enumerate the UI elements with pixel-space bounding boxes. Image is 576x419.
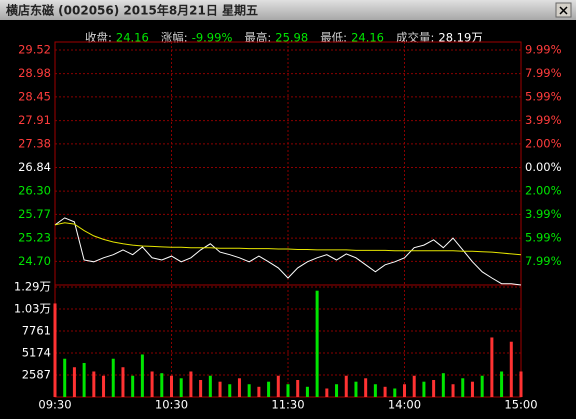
volume-bar: [325, 388, 329, 397]
volume-bar: [383, 386, 387, 397]
volume-bar: [286, 384, 290, 397]
stat-label: 涨幅:: [161, 31, 188, 45]
y-tick-label: 28.45: [18, 89, 51, 103]
stat-value: 25.98: [275, 31, 308, 45]
volume-bar: [267, 381, 271, 397]
price-line: [54, 217, 522, 286]
volume-bar: [53, 303, 57, 397]
volume-bar: [160, 373, 164, 397]
close-icon: [559, 6, 568, 15]
y2-tick-label: 2.00%: [525, 136, 562, 150]
volume-bar: [208, 375, 212, 397]
volume-bar: [296, 379, 300, 397]
y2-tick-label: 3.99%: [525, 207, 562, 221]
volume-bar: [82, 362, 86, 397]
volume-bar: [72, 367, 76, 397]
volume-bar: [461, 378, 465, 397]
volume-bar: [150, 371, 154, 397]
y-tick-label: 27.38: [18, 136, 51, 150]
volume-bar: [102, 375, 106, 397]
y2-tick-label: 9.99%: [525, 43, 562, 57]
y2-tick-label: 5.99%: [525, 230, 562, 244]
volume-bar: [305, 386, 309, 397]
y2-tick-label: 5.99%: [525, 90, 562, 104]
volume-bar: [189, 371, 193, 397]
stat-value: 28.19万: [438, 31, 482, 45]
volume-bar: [63, 358, 67, 397]
x-tick-label: 15:00: [504, 398, 537, 412]
volume-bar: [441, 373, 445, 397]
volume-tick-label: 7761: [22, 324, 51, 338]
stat-label: 成交量:: [396, 31, 434, 45]
volume-tick-label: 5174: [22, 346, 51, 360]
volume-bar: [490, 337, 494, 397]
y2-tick-label: 7.99%: [525, 66, 562, 80]
volume-bar: [257, 386, 261, 397]
volume-bar: [199, 379, 203, 397]
stat-value: -9.99%: [192, 31, 233, 45]
volume-bar: [470, 381, 474, 397]
volume-tick-label: 1.03万: [14, 302, 51, 316]
stat-label: 最高:: [244, 31, 271, 45]
chart-title: 横店东磁 (002056) 2015年8月21日 星期五: [6, 3, 258, 18]
volume-bar: [276, 375, 280, 397]
volume-bar: [92, 371, 96, 397]
x-tick-label: 14:00: [388, 398, 421, 412]
y-tick-label: 28.98: [18, 66, 51, 80]
y-tick-label: 24.70: [18, 254, 51, 268]
volume-bar: [509, 341, 513, 397]
stat-label: 最低:: [320, 31, 347, 45]
volume-bar: [432, 379, 436, 397]
volume-bar: [121, 367, 125, 397]
volume-bar: [179, 378, 183, 397]
volume-bar: [315, 290, 319, 397]
volume-bar: [228, 384, 232, 397]
volume-bar: [140, 354, 144, 397]
volume-tick-label: 1.29万: [14, 280, 51, 294]
y2-tick-label: 7.99%: [525, 254, 562, 268]
stat-value: 24.16: [351, 31, 384, 45]
y2-tick-label: 3.99%: [525, 113, 562, 127]
volume-bar: [412, 375, 416, 397]
stats: 收盘: 24.16 涨幅: -9.99% 最高: 25.98 最低: 24.16 成交量: 28.…: [85, 31, 483, 45]
y-tick-label: 26.84: [18, 160, 51, 174]
volume-bar: [131, 375, 135, 397]
volume-bar: [393, 388, 397, 397]
volume-bar: [170, 375, 173, 397]
volume-bar: [111, 358, 115, 397]
stat-label: 收盘:: [85, 31, 112, 45]
volume-bar: [451, 384, 455, 397]
y-tick-label: 25.23: [18, 231, 51, 245]
price-line: [54, 222, 522, 256]
y-tick-label: 26.30: [18, 184, 51, 198]
volume-bar: [354, 381, 358, 397]
volume-bar: [480, 375, 484, 397]
volume-bar: [373, 384, 377, 397]
volume-bar: [519, 371, 523, 397]
title-bar: [0, 0, 576, 20]
volume-bar: [237, 378, 241, 397]
y2-tick-label: 2.00%: [525, 184, 562, 198]
volume-bar: [422, 381, 426, 397]
x-tick-label: 09:30: [38, 398, 71, 412]
volume-bar: [335, 384, 339, 397]
volume-bar: [247, 384, 251, 397]
y2-tick-label: 0.00%: [525, 160, 562, 174]
y-tick-label: 25.77: [18, 207, 51, 221]
volume-bar: [344, 375, 348, 397]
volume-bar: [218, 381, 222, 397]
y-tick-label: 29.52: [18, 43, 51, 57]
volume-tick-label: 2587: [22, 368, 51, 382]
x-tick-label: 11:30: [271, 398, 304, 412]
stat-value: 24.16: [116, 31, 149, 45]
volume-bar: [364, 378, 368, 397]
volume-bar: [403, 384, 406, 397]
y-tick-label: 27.91: [18, 113, 51, 127]
volume-bar: [500, 371, 504, 397]
x-tick-label: 10:30: [155, 398, 188, 412]
